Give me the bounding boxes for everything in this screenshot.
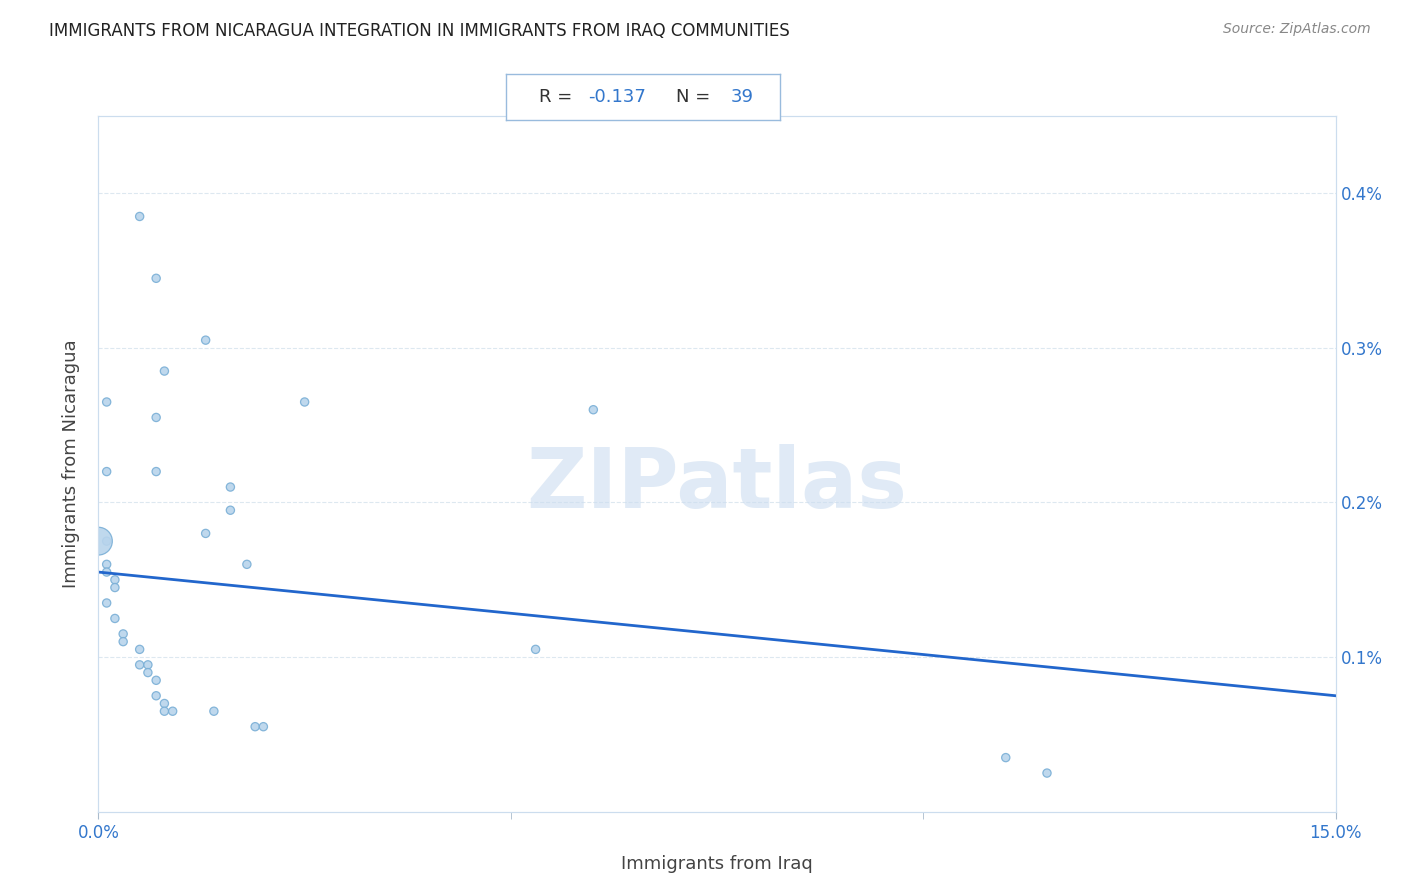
Point	[162, 704, 184, 718]
Point	[87, 534, 110, 549]
Point	[136, 657, 159, 672]
X-axis label: Immigrants from Iraq: Immigrants from Iraq	[621, 855, 813, 873]
Point	[96, 565, 118, 579]
Point	[153, 697, 176, 711]
Y-axis label: Immigrants from Nicaragua: Immigrants from Nicaragua	[62, 340, 80, 588]
Point	[219, 503, 242, 517]
Text: Source: ZipAtlas.com: Source: ZipAtlas.com	[1223, 22, 1371, 37]
Text: -0.137: -0.137	[588, 88, 647, 106]
Point	[136, 665, 159, 680]
Text: N =: N =	[676, 88, 716, 106]
Text: R =: R =	[538, 88, 578, 106]
Point	[128, 657, 150, 672]
Point	[994, 750, 1017, 764]
Text: ZIPatlas: ZIPatlas	[527, 444, 907, 525]
Point	[104, 611, 127, 625]
Point	[252, 720, 274, 734]
Point	[145, 271, 167, 285]
Point	[104, 581, 127, 595]
Point	[112, 634, 135, 648]
Point	[145, 689, 167, 703]
Point	[194, 526, 217, 541]
Point	[145, 465, 167, 479]
Point	[145, 410, 167, 425]
Point	[202, 704, 225, 718]
Point	[128, 210, 150, 224]
Point	[194, 333, 217, 347]
Point	[96, 558, 118, 572]
Point	[294, 395, 316, 409]
Point	[145, 673, 167, 688]
Point	[112, 627, 135, 641]
Point	[96, 534, 118, 549]
Text: IMMIGRANTS FROM NICARAGUA INTEGRATION IN IMMIGRANTS FROM IRAQ COMMUNITIES: IMMIGRANTS FROM NICARAGUA INTEGRATION IN…	[49, 22, 790, 40]
Point	[236, 558, 259, 572]
Point	[104, 573, 127, 587]
Point	[524, 642, 547, 657]
Point	[153, 364, 176, 378]
Point	[96, 596, 118, 610]
Point	[153, 704, 176, 718]
Point	[219, 480, 242, 494]
Point	[96, 465, 118, 479]
Point	[1036, 766, 1059, 780]
Point	[582, 402, 605, 417]
Point	[96, 395, 118, 409]
Text: 39: 39	[731, 88, 754, 106]
Point	[243, 720, 266, 734]
Point	[128, 642, 150, 657]
